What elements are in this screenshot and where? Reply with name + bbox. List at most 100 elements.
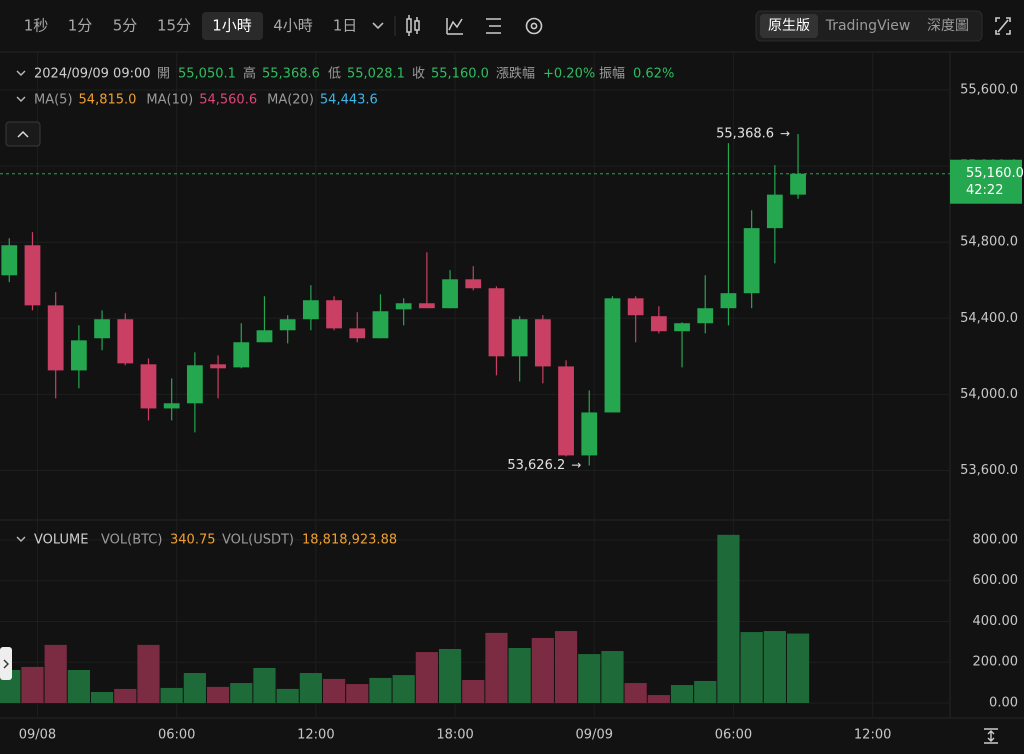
annotation-arrow: → xyxy=(571,458,581,472)
volume-bar xyxy=(438,648,462,703)
candle-body xyxy=(558,366,574,456)
view-tab[interactable]: 原生版 xyxy=(768,18,810,34)
volume-bar xyxy=(694,680,717,703)
y-tick-label: 55,600.0 xyxy=(960,83,1018,98)
volume-bar xyxy=(578,654,601,703)
volume-bar xyxy=(183,673,206,703)
volume-title: VOLUME xyxy=(34,533,88,548)
candle-body xyxy=(511,319,528,357)
candle-body xyxy=(256,330,273,343)
view-tab[interactable]: 深度圖 xyxy=(927,18,969,34)
candle-body xyxy=(302,300,319,320)
candle-body xyxy=(24,245,41,306)
info-value: 55,028.1 xyxy=(347,67,405,82)
interval-tabs: 1秒 1分 5分 15分 1小時 4小時 1日 xyxy=(24,17,358,35)
scale-icon[interactable] xyxy=(984,728,998,744)
side-tab-icon xyxy=(3,659,9,669)
info-value: 55,050.1 xyxy=(178,67,236,82)
x-tick-label: 06:00 xyxy=(158,728,195,743)
ma-value: 54,560.6 xyxy=(199,93,257,108)
collapse-button[interactable] xyxy=(5,121,41,147)
volume-tick-label: 600.00 xyxy=(973,573,1019,588)
interval-tab[interactable]: 15分 xyxy=(157,17,191,35)
candle-body xyxy=(117,319,134,364)
collapse-icon[interactable] xyxy=(16,70,26,76)
candle-body xyxy=(581,412,598,456)
settings-icon[interactable] xyxy=(525,17,543,35)
volume-bar xyxy=(276,688,299,703)
volume-bar xyxy=(90,691,114,703)
volume-bar xyxy=(670,685,694,703)
volume-bar xyxy=(21,666,44,703)
volume-tick-label: 0.00 xyxy=(989,696,1018,711)
collapse-button-icon xyxy=(17,130,29,138)
candle-body xyxy=(395,303,412,310)
view-tab[interactable]: TradingView xyxy=(825,18,911,34)
volume-bar xyxy=(253,667,276,703)
marks xyxy=(0,134,810,703)
volume-tick-label: 800.00 xyxy=(973,532,1019,547)
active-interval-bg xyxy=(202,12,263,40)
ma-value: 54,815.0 xyxy=(79,93,137,108)
volume-bar xyxy=(230,683,253,703)
volume-bar xyxy=(114,688,137,703)
candle-body xyxy=(326,300,342,329)
candle-body xyxy=(604,298,621,413)
candle-body xyxy=(534,319,551,367)
volume-bar xyxy=(322,678,346,703)
candle-body xyxy=(163,403,180,409)
volume-bar xyxy=(44,644,67,703)
volume-bar xyxy=(740,632,763,703)
more-intervals-icon[interactable] xyxy=(372,22,384,30)
y-tick-label: 53,600.0 xyxy=(960,463,1018,478)
candle-body xyxy=(47,305,64,371)
candle-body xyxy=(349,328,366,339)
info-label: 開 xyxy=(157,67,170,82)
volume-bar xyxy=(137,644,160,703)
collapse-icon[interactable] xyxy=(16,536,26,542)
y-tick-label: 54,400.0 xyxy=(960,311,1018,326)
ma-legend: MA(5) 54,815.0 MA(10) 54,560.6 MA(20) 54,443.… xyxy=(34,93,378,108)
y-tick-label: 54,800.0 xyxy=(960,235,1018,250)
interval-tab[interactable]: 4小時 xyxy=(273,17,313,35)
ma-name: MA(20) xyxy=(267,93,314,108)
candle-body xyxy=(418,303,435,309)
fullscreen-icon[interactable] xyxy=(995,17,1011,35)
x-tick-label: 06:00 xyxy=(715,728,752,743)
countdown: 42:22 xyxy=(966,183,1003,198)
candle-body xyxy=(1,245,18,276)
candle-body xyxy=(233,342,250,368)
candle-body xyxy=(140,364,157,409)
ma-name: MA(10) xyxy=(146,93,193,108)
side-tab[interactable] xyxy=(0,647,12,680)
interval-tab[interactable]: 1分 xyxy=(68,17,93,35)
volume-bar xyxy=(299,673,322,703)
candle-type-icon[interactable] xyxy=(406,15,420,36)
interval-tab[interactable]: 1日 xyxy=(333,17,358,35)
annotation-arrow: → xyxy=(780,127,790,141)
interval-tab[interactable]: 1小時 xyxy=(212,17,252,35)
volume-value: 340.75 xyxy=(170,533,216,548)
settings-list-icon[interactable] xyxy=(486,18,501,34)
volume-bar xyxy=(554,631,578,703)
volume-bar xyxy=(508,647,531,703)
x-tick-label: 18:00 xyxy=(436,728,473,743)
candle-body xyxy=(186,365,203,404)
candle-body xyxy=(465,279,482,289)
indicator-icon[interactable] xyxy=(446,18,463,35)
interval-tab[interactable]: 1秒 xyxy=(24,17,49,35)
candle-body xyxy=(743,228,760,294)
candle-body xyxy=(210,364,226,369)
collapse-icon[interactable] xyxy=(16,96,26,102)
interval-tab[interactable]: 5分 xyxy=(113,17,138,35)
candle-body xyxy=(372,311,389,339)
volume-bar xyxy=(786,633,810,703)
volume-tick-label: 200.00 xyxy=(973,655,1019,670)
candle-body xyxy=(790,173,806,195)
info-value: 0.62% xyxy=(633,67,674,82)
volume-bar xyxy=(67,669,90,703)
volume-bar xyxy=(415,652,438,703)
active-view-bg xyxy=(760,14,818,38)
volume-bar xyxy=(462,679,485,703)
